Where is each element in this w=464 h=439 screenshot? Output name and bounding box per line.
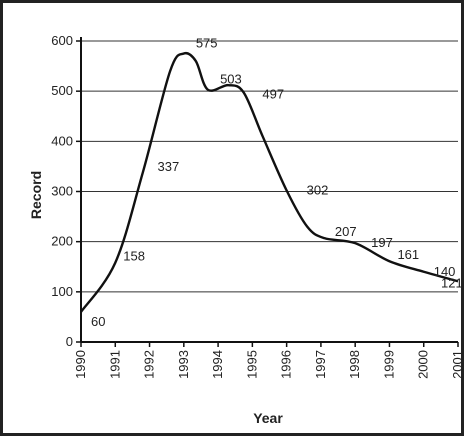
- x-tick-label: 1991: [107, 350, 122, 379]
- y-tick-label: 500: [51, 83, 73, 98]
- data-label: 497: [262, 87, 284, 102]
- x-tick-label: 1992: [142, 350, 157, 379]
- x-axis-title: Year: [253, 410, 283, 426]
- data-label: 158: [123, 249, 145, 264]
- y-tick-label: 300: [51, 184, 73, 199]
- y-axis-title: Record: [28, 171, 44, 219]
- x-tick-label: 1998: [347, 350, 362, 379]
- x-tick-label: 1993: [176, 350, 191, 379]
- x-tick-label: 1999: [381, 350, 396, 379]
- x-tick-label: 2000: [416, 350, 431, 379]
- x-tick-label: 1994: [210, 350, 225, 379]
- data-label: 60: [91, 314, 105, 329]
- x-tick-label: 1997: [313, 350, 328, 379]
- data-label: 197: [371, 235, 393, 250]
- data-label: 503: [220, 72, 242, 87]
- y-tick-label: 200: [51, 234, 73, 249]
- axis-layer: [76, 37, 459, 347]
- x-tick-label: 1995: [244, 350, 259, 379]
- y-tick-label: 400: [51, 133, 73, 148]
- x-tick-label: 2001: [450, 350, 464, 379]
- series-line: [80, 51, 459, 313]
- series-layer: [80, 51, 459, 313]
- data-label: 575: [196, 36, 218, 51]
- y-tick-label: 600: [51, 33, 73, 48]
- x-tick-label: 1996: [279, 350, 294, 379]
- grid-layer: [81, 40, 458, 293]
- y-tick-label: 0: [66, 334, 73, 349]
- data-label: 207: [335, 224, 357, 239]
- line-chart: 0 100 200 300 400 500 600 1990 1991 1992 1993 1994 1…: [28, 33, 464, 426]
- data-label: 121: [441, 275, 463, 290]
- data-label: 302: [307, 182, 329, 197]
- y-tick-label: 100: [51, 284, 73, 299]
- data-label: 337: [158, 159, 180, 174]
- tick-label-layer: 0 100 200 300 400 500 600 1990 1991 1992 1993 1994 1…: [51, 33, 464, 379]
- x-tick-label: 1990: [73, 350, 88, 379]
- data-label: 161: [397, 247, 419, 262]
- data-label: 140: [434, 264, 456, 279]
